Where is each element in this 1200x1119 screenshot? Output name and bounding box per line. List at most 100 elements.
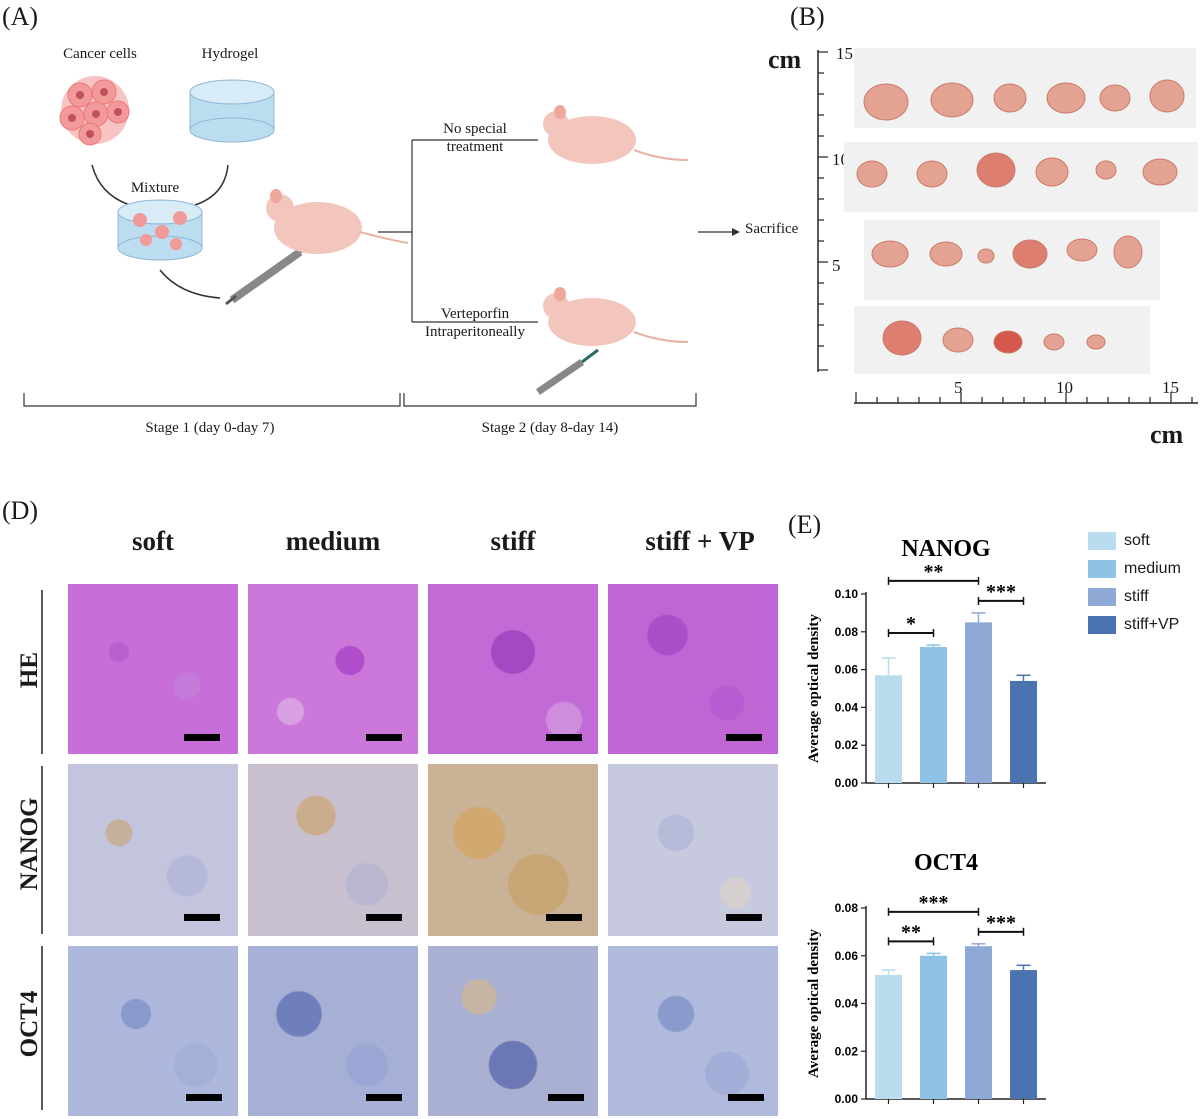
scale-bar bbox=[728, 1094, 764, 1101]
column-header-stiff-vp: stiff + VP bbox=[645, 526, 755, 556]
htick-10: 10 bbox=[1056, 378, 1073, 397]
legend-label-stiff: stiff bbox=[1124, 588, 1149, 605]
stage-brackets bbox=[23, 393, 697, 407]
legend-label-medium: medium bbox=[1124, 560, 1181, 577]
legend-swatch-stiff bbox=[1088, 588, 1116, 606]
he-tile-stiff-vp bbox=[608, 584, 778, 754]
legend-label-soft: soft bbox=[1124, 532, 1150, 549]
horizontal-unit-label: cm bbox=[1150, 420, 1184, 449]
row-divider-lines bbox=[41, 590, 43, 1110]
y-tick-label: 0.04 bbox=[835, 700, 859, 714]
verteporfin-label: Verteporfin Intraperitoneally bbox=[400, 305, 550, 341]
no-treatment-line2: treatment bbox=[446, 139, 504, 155]
scale-bar bbox=[366, 1094, 402, 1101]
scale-bar bbox=[186, 1094, 222, 1101]
verteporfin-line2: Intraperitoneally bbox=[425, 324, 525, 340]
scale-bar bbox=[546, 914, 582, 921]
scale-bar bbox=[366, 734, 402, 741]
hydrogel-label: Hydrogel bbox=[201, 46, 259, 62]
chart-title: OCT4 bbox=[914, 850, 978, 876]
panel-a-label: (A) bbox=[2, 2, 39, 31]
panel-a-schematic bbox=[23, 76, 740, 407]
he-tile-soft bbox=[68, 584, 238, 754]
significance-label: *** bbox=[919, 892, 949, 914]
oct4-tile-soft bbox=[68, 946, 238, 1116]
oct4-tile-stiff bbox=[428, 946, 598, 1116]
nanog-tile-medium bbox=[248, 764, 418, 936]
scale-bar bbox=[546, 734, 582, 741]
no-treatment-line1: No special bbox=[443, 121, 507, 137]
oct4-tile-medium bbox=[248, 946, 418, 1116]
vertical-unit-label: cm bbox=[768, 45, 802, 74]
no-treatment-label: No special treatment bbox=[410, 120, 540, 156]
stage2-label: Stage 2 (day 8-day 14) bbox=[481, 420, 619, 436]
bar-stiff bbox=[965, 622, 992, 783]
tumor-photo-panel bbox=[817, 48, 1198, 404]
he-tile-stiff bbox=[428, 584, 598, 754]
significance-label: *** bbox=[986, 581, 1016, 603]
sacrifice-label: Sacrifice bbox=[745, 221, 799, 237]
stage1-label: Stage 1 (day 0-day 7) bbox=[145, 420, 275, 436]
significance-label: ** bbox=[924, 561, 944, 583]
scale-bar bbox=[366, 914, 402, 921]
significance-label: * bbox=[906, 613, 916, 635]
y-tick-label: 0.00 bbox=[835, 776, 859, 790]
verteporfin-line1: Verteporfin bbox=[440, 306, 510, 322]
vtick-5: 5 bbox=[832, 256, 841, 275]
legend-swatch-medium bbox=[1088, 560, 1116, 578]
panel-e-label: (E) bbox=[788, 510, 822, 539]
legend-label-stiff-vp: stiff+VP bbox=[1124, 616, 1180, 633]
mixture-icon bbox=[117, 199, 203, 261]
mouse-icon-treated bbox=[543, 287, 689, 346]
significance-label: ** bbox=[901, 921, 921, 943]
mouse-icon bbox=[266, 189, 409, 254]
chart-title: NANOG bbox=[901, 536, 991, 562]
panel-b-label: (B) bbox=[790, 2, 825, 31]
mouse-icon-untreated bbox=[543, 105, 689, 164]
nanog-tile-soft bbox=[68, 764, 238, 936]
significance-label: *** bbox=[986, 912, 1016, 934]
oct4-bar-chart: OCT4 Average optical density 0.00 0.02 0.04 0… bbox=[806, 850, 1046, 1106]
nanog-bar-chart: NANOG Average optical density 0.00 0.02 0.04… bbox=[806, 536, 1046, 790]
cancer-cells-icon bbox=[59, 76, 130, 146]
mixture-label: Mixture bbox=[130, 180, 180, 196]
bar-medium bbox=[920, 646, 947, 783]
bar-medium bbox=[920, 955, 947, 1099]
bar-stiff bbox=[965, 946, 992, 1099]
legend-swatch-soft bbox=[1088, 532, 1116, 550]
cancer-cells-label: Cancer cells bbox=[63, 46, 137, 62]
y-tick-label: 0.04 bbox=[835, 997, 859, 1011]
y-tick-label: 0.06 bbox=[835, 949, 859, 963]
legend-swatch-stiff-vp bbox=[1088, 616, 1116, 634]
y-tick-label: 0.02 bbox=[835, 738, 859, 752]
column-header-soft: soft bbox=[132, 526, 174, 556]
htick-5: 5 bbox=[954, 378, 963, 397]
y-tick-label: 0.02 bbox=[835, 1044, 859, 1058]
bar-stiff+VP bbox=[1010, 970, 1037, 1099]
oct4-tile-stiff-vp bbox=[608, 946, 778, 1116]
y-tick-label: 0.08 bbox=[835, 901, 859, 915]
nanog-tile-stiff bbox=[428, 764, 598, 936]
panel-d-label: (D) bbox=[2, 496, 39, 525]
nanog-tile-stiff-vp bbox=[608, 764, 778, 936]
y-axis-label: Average optical density bbox=[806, 614, 822, 763]
scale-bar bbox=[184, 914, 220, 921]
y-tick-label: 0.00 bbox=[835, 1092, 859, 1106]
syringe-icon-verteporfin bbox=[536, 348, 599, 395]
htick-15: 15 bbox=[1162, 378, 1179, 397]
scale-bar bbox=[726, 734, 762, 741]
hydrogel-icon bbox=[189, 79, 275, 143]
y-tick-label: 0.08 bbox=[835, 625, 859, 639]
y-tick-label: 0.10 bbox=[835, 587, 859, 601]
scale-bar bbox=[726, 914, 762, 921]
bar-stiff+VP bbox=[1010, 680, 1037, 783]
vtick-15: 15 bbox=[836, 44, 853, 63]
scale-bar bbox=[548, 1094, 584, 1101]
y-tick-label: 0.06 bbox=[835, 663, 859, 677]
he-tile-medium bbox=[248, 584, 418, 754]
column-header-medium: medium bbox=[285, 526, 381, 556]
y-axis-label: Average optical density bbox=[806, 929, 822, 1078]
column-header-stiff: stiff bbox=[490, 526, 536, 556]
bar-soft bbox=[875, 974, 902, 1099]
scale-bar bbox=[184, 734, 220, 741]
